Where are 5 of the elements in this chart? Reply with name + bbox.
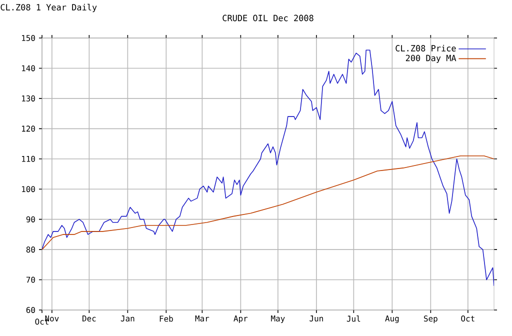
chart-title: CRUDE OIL Dec 2008 <box>222 14 314 22</box>
legend-label: 200 Day MA <box>406 54 456 63</box>
chart-subtitle: CL.Z08 1 Year Daily <box>0 4 97 12</box>
legend-label: CL.Z08 Price <box>396 44 456 52</box>
line-series <box>42 50 494 286</box>
